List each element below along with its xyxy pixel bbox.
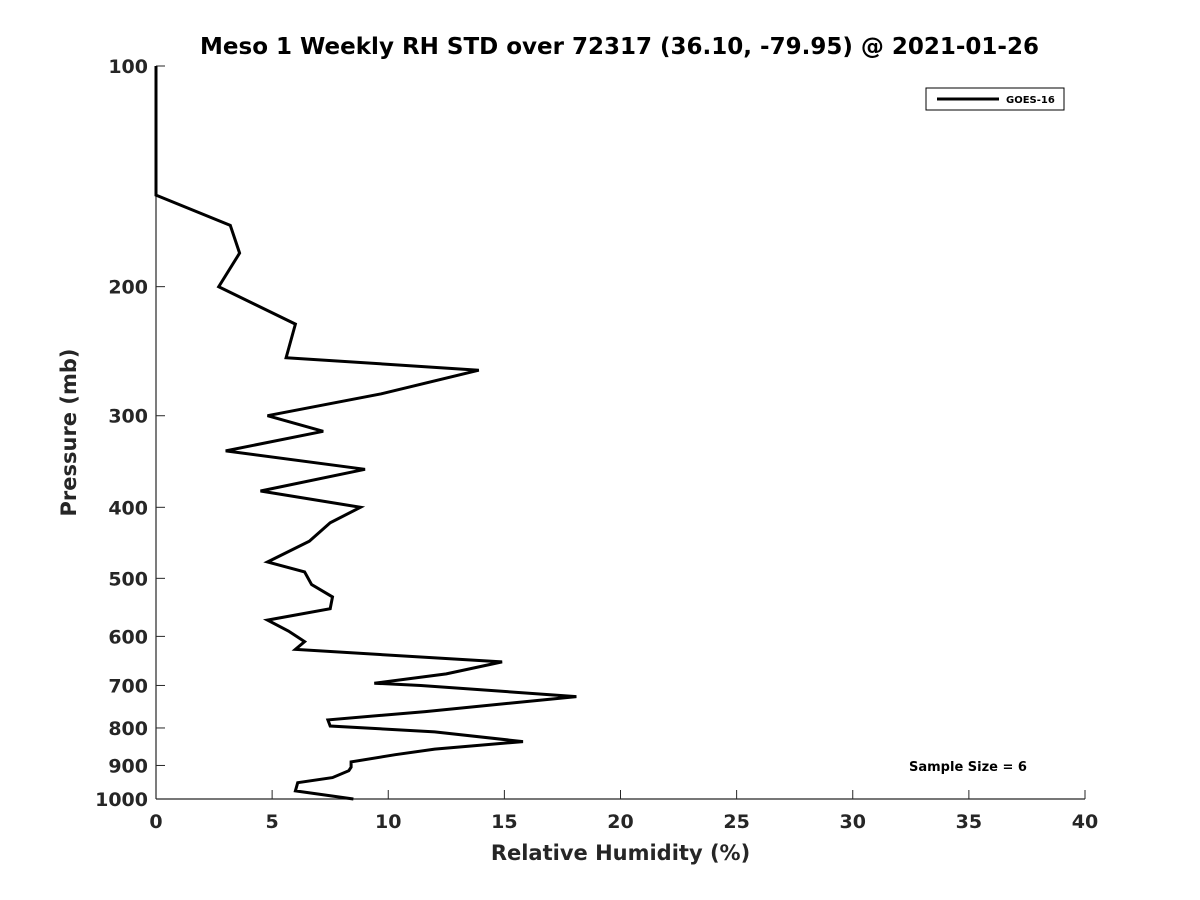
x-axis-label: Relative Humidity (%) [491, 841, 750, 865]
y-tick-label: 700 [108, 675, 148, 697]
y-tick-label: 600 [108, 626, 148, 648]
x-tick-label: 40 [1072, 811, 1098, 833]
y-axis-ticks: 100 200 300 400 500 600 700 800 900 1000 [95, 56, 165, 811]
x-tick-label: 10 [375, 811, 401, 833]
series-line-goes-16 [154, 66, 577, 801]
x-tick-label: 30 [840, 811, 866, 833]
x-axis-ticks: 0 5 10 15 20 25 30 35 40 [149, 790, 1098, 833]
legend: GOES-16 [925, 87, 1065, 111]
chart-title: Meso 1 Weekly RH STD over 72317 (36.10, … [200, 34, 1039, 60]
x-tick-label: 5 [266, 811, 279, 833]
y-axis-label: Pressure (mb) [57, 349, 81, 517]
axes-frame [155, 66, 1085, 800]
y-tick-label: 200 [108, 277, 148, 299]
series-layer [154, 66, 577, 801]
y-tick-label: 1000 [95, 789, 148, 811]
y-tick-label: 300 [108, 406, 148, 428]
sample-size-annotation: Sample Size = 6 [909, 760, 1027, 775]
x-tick-label: 15 [491, 811, 517, 833]
y-tick-label: 400 [108, 497, 148, 519]
x-tick-label: 35 [956, 811, 982, 833]
y-tick-label: 500 [108, 568, 148, 590]
x-tick-label: 20 [607, 811, 633, 833]
x-tick-label: 25 [723, 811, 749, 833]
y-tick-label: 800 [108, 718, 148, 740]
y-tick-label: 100 [108, 56, 148, 78]
legend-label-goes-16: GOES-16 [1006, 95, 1055, 106]
x-tick-label: 0 [149, 811, 162, 833]
y-tick-label: 900 [108, 755, 148, 777]
